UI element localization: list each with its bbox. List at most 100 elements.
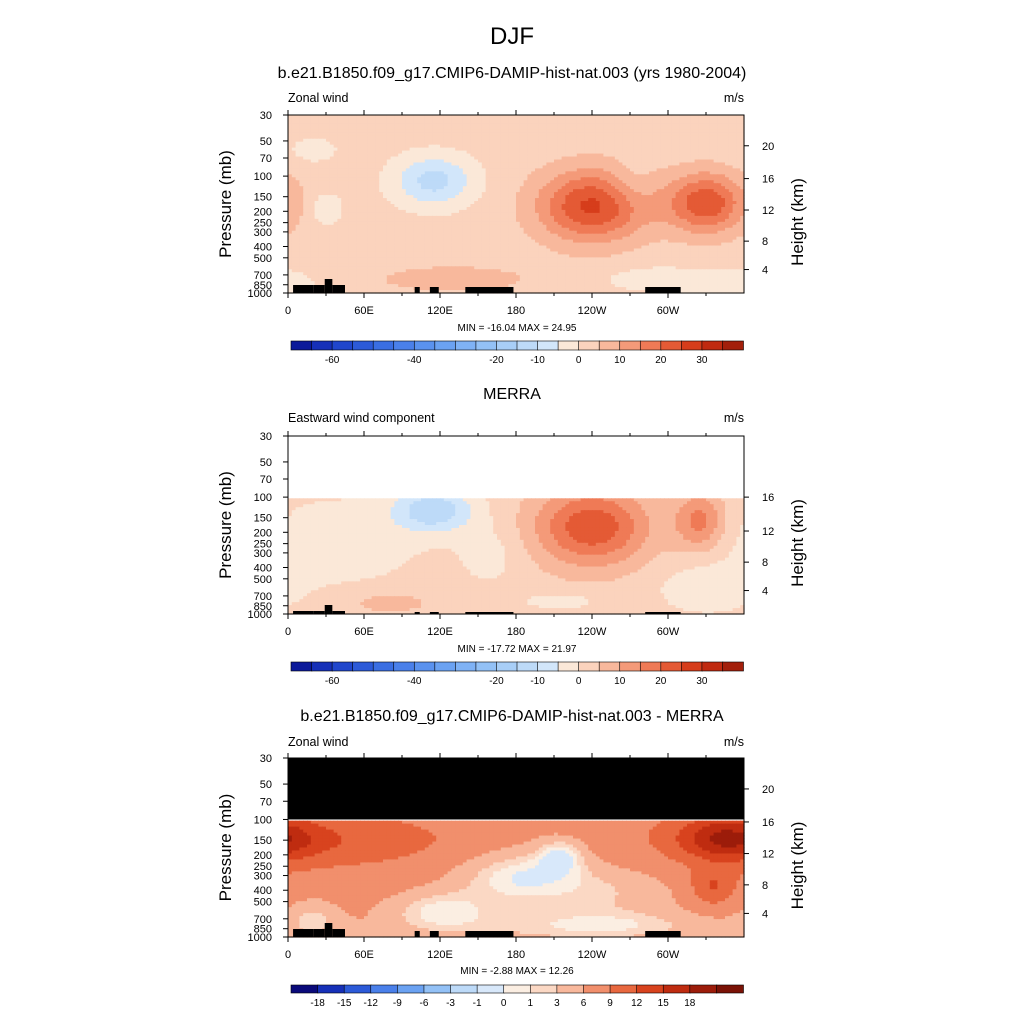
heatmap-cell xyxy=(565,162,570,167)
heatmap-cell xyxy=(504,147,509,152)
heatmap-cell xyxy=(394,150,399,155)
heatmap-cell xyxy=(333,156,338,161)
heatmap-cell xyxy=(656,126,661,131)
heatmap-cell xyxy=(402,198,407,202)
heatmap-cell xyxy=(443,183,449,187)
heatmap-cell xyxy=(466,171,471,175)
heatmap-cell xyxy=(546,177,551,181)
heatmap-cell xyxy=(607,147,612,152)
heatmap-cell xyxy=(489,159,494,164)
heatmap-cell xyxy=(618,156,623,161)
heatmap-cell xyxy=(443,144,449,149)
heatmap-cell xyxy=(516,168,521,172)
heatmap-cell xyxy=(576,156,582,161)
heatmap-cell xyxy=(459,177,464,181)
heatmap-cell xyxy=(702,168,707,172)
heatmap-cell xyxy=(421,168,426,172)
heatmap-cell xyxy=(527,147,532,152)
heatmap-cell xyxy=(455,117,460,122)
heatmap-cell xyxy=(303,123,308,128)
heatmap-cell xyxy=(394,171,399,175)
heatmap-cell xyxy=(717,168,722,172)
heatmap-cell xyxy=(424,126,430,131)
heatmap-cell xyxy=(447,132,452,137)
heatmap-cell xyxy=(356,117,361,122)
heatmap-cell xyxy=(299,198,304,202)
heatmap-cell xyxy=(717,180,722,184)
heatmap-cell xyxy=(409,186,414,190)
heatmap-cell xyxy=(580,192,585,196)
heatmap-cell xyxy=(683,186,688,190)
heatmap-cell xyxy=(478,117,483,122)
heatmap-cell xyxy=(489,120,494,125)
heatmap-cell xyxy=(409,177,414,181)
heatmap-cell xyxy=(512,183,517,187)
heatmap-cell xyxy=(660,144,665,149)
heatmap-cell xyxy=(694,189,699,193)
heatmap-cell xyxy=(618,126,623,131)
heatmap-cell xyxy=(303,171,308,175)
heatmap-cell xyxy=(383,141,388,146)
heatmap-cell xyxy=(542,129,547,134)
heatmap-cell xyxy=(538,126,544,131)
heatmap-cell xyxy=(375,183,380,187)
heatmap-cell xyxy=(637,183,642,187)
heatmap-cell xyxy=(706,177,711,181)
heatmap-cell xyxy=(709,177,715,181)
heatmap-cell xyxy=(683,156,688,161)
heatmap-cell xyxy=(550,135,555,140)
heatmap-cell xyxy=(383,189,388,193)
heatmap-cell xyxy=(527,153,532,158)
heatmap-cell xyxy=(447,159,452,164)
heatmap-cell xyxy=(516,129,521,134)
heatmap-cell xyxy=(367,144,373,149)
heatmap-cell xyxy=(508,162,513,167)
heatmap-cell xyxy=(379,150,384,155)
heatmap-cell xyxy=(379,135,384,140)
heatmap-cell xyxy=(390,147,395,152)
heatmap-cell xyxy=(535,189,540,193)
heatmap-cell xyxy=(428,201,433,205)
heatmap-cell xyxy=(645,138,650,143)
heatmap-cell xyxy=(386,195,392,199)
heatmap-cell xyxy=(614,135,620,140)
heatmap-cell xyxy=(481,126,487,131)
heatmap-cell xyxy=(364,135,369,140)
heatmap-cell xyxy=(721,165,726,169)
heatmap-cell xyxy=(649,177,654,181)
heatmap-cell xyxy=(649,165,654,169)
heatmap-cell xyxy=(580,138,585,143)
heatmap-cell xyxy=(709,156,715,161)
heatmap-cell xyxy=(470,156,475,161)
heatmap-cell xyxy=(592,159,597,164)
heatmap-cell xyxy=(360,126,365,131)
heatmap-cell xyxy=(356,150,361,155)
heatmap-cell xyxy=(671,159,677,164)
heatmap-cell xyxy=(550,144,555,149)
heatmap-cell xyxy=(633,115,639,119)
heatmap-cell xyxy=(497,189,502,193)
heatmap-cell xyxy=(687,115,692,119)
heatmap-cell xyxy=(356,180,361,184)
heatmap-cell xyxy=(554,144,559,149)
heatmap-cell xyxy=(725,120,730,125)
heatmap-cell xyxy=(645,144,650,149)
heatmap-cell xyxy=(656,138,661,143)
heatmap-cell xyxy=(557,198,563,202)
heatmap-cell xyxy=(478,123,483,128)
heatmap-cell xyxy=(409,171,414,175)
heatmap-cell xyxy=(717,132,722,137)
heatmap-cell xyxy=(668,177,673,181)
heatmap-cell xyxy=(679,183,684,187)
heatmap-cell xyxy=(630,177,635,181)
heatmap-cell xyxy=(383,132,388,137)
heatmap-cell xyxy=(443,123,449,128)
heatmap-cell xyxy=(352,165,357,169)
heatmap-cell xyxy=(592,171,597,175)
heatmap-cell xyxy=(706,174,711,178)
heatmap-cell xyxy=(424,165,430,169)
heatmap-cell xyxy=(698,171,703,175)
heatmap-cell xyxy=(337,192,342,196)
heatmap-cell xyxy=(329,153,335,158)
heatmap-cell xyxy=(565,165,570,169)
